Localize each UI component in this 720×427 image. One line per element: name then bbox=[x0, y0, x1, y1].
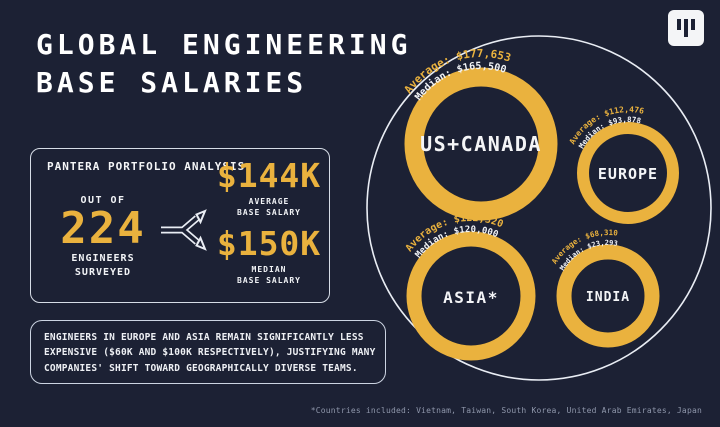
page-title: GLOBAL ENGINEERING BASE SALARIES bbox=[36, 26, 411, 102]
page-title-line1: GLOBAL ENGINEERING bbox=[36, 28, 412, 61]
panel-heading: PANTERA PORTFOLIO ANALYSIS: bbox=[47, 160, 253, 173]
surveyed-stat: OUT OF 224 ENGINEERS SURVEYED bbox=[49, 195, 157, 279]
logo-bar bbox=[684, 19, 688, 37]
salary-stats: $144K AVERAGE BASE SALARY $150K MEDIAN B… bbox=[209, 156, 329, 295]
salary-bubbles-chart: Average: $177,653 Median: $165,500 US+CA… bbox=[366, 35, 712, 381]
insight-callout: ENGINEERS IN EUROPE AND ASIA REMAIN SIGN… bbox=[30, 320, 386, 384]
callout-line1: ENGINEERS IN EUROPE AND ASIA REMAIN SIGN… bbox=[44, 332, 364, 343]
region-asia: Average: $122,520 Median: $120,000 ASIA* bbox=[404, 213, 536, 361]
median-salary-label: MEDIAN BASE SALARY bbox=[237, 264, 301, 285]
region-india: Average: $68,310 Median: $23,293 INDIA bbox=[550, 228, 660, 348]
logo-bar bbox=[677, 19, 681, 30]
callout-line2: EXPENSIVE ($60K AND $100K RESPECTIVELY),… bbox=[44, 347, 376, 359]
us-canada-ring bbox=[404, 67, 558, 221]
pantera-logo-icon bbox=[668, 10, 704, 46]
portfolio-analysis-panel: PANTERA PORTFOLIO ANALYSIS: OUT OF 224 E… bbox=[30, 148, 330, 303]
surveyed-label: ENGINEERS SURVEYED bbox=[71, 253, 135, 278]
callout-line3: COMPANIES' SHIFT TOWARD GEOGRAPHICALLY D… bbox=[44, 362, 358, 374]
countries-footnote: *Countries included: Vietnam, Taiwan, So… bbox=[310, 406, 702, 415]
asia-label: ASIA* bbox=[443, 288, 499, 307]
out-of-label: OUT OF bbox=[80, 195, 126, 206]
average-salary-value: $144K bbox=[216, 156, 322, 195]
india-ring bbox=[556, 244, 660, 348]
engineer-count: 224 bbox=[60, 203, 146, 254]
asia-ring bbox=[406, 231, 536, 361]
average-salary-label: AVERAGE BASE SALARY bbox=[237, 196, 301, 217]
logo-bar bbox=[691, 19, 695, 30]
region-us-canada: Average: $177,653 Median: $165,500 US+CA… bbox=[402, 47, 558, 221]
europe-label: EUROPE bbox=[598, 165, 658, 183]
world-circle bbox=[366, 35, 712, 381]
europe-ring bbox=[577, 122, 679, 224]
region-europe: Average: $112,476 Median: $93,878 EUROPE bbox=[568, 105, 679, 224]
page-title-line2: BASE SALARIES bbox=[36, 65, 308, 99]
fork-arrow-icon bbox=[161, 209, 207, 251]
median-salary-value: $150K bbox=[216, 224, 322, 264]
india-label: INDIA bbox=[586, 290, 630, 305]
us-canada-label: US+CANADA bbox=[420, 132, 542, 156]
